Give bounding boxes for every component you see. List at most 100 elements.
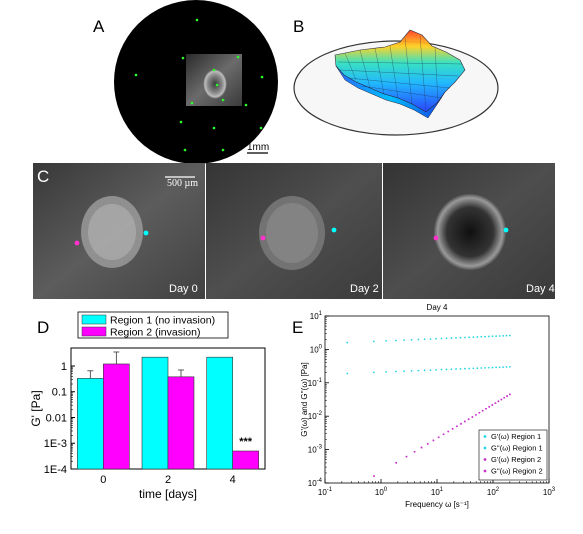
point-e-1 [403, 370, 406, 373]
point-e-1 [484, 366, 487, 369]
scale-label-c: 500 µm [167, 178, 199, 189]
point-e-1 [480, 367, 483, 369]
point-e-1 [468, 367, 471, 370]
panel-letter-a: A [93, 17, 105, 36]
x-tick-label-d-2: 4 [230, 474, 236, 486]
point-e-1 [410, 369, 413, 372]
electrode-dot-3 [212, 68, 216, 72]
point-e-3 [456, 425, 458, 428]
point-e-3 [426, 442, 429, 445]
point-e-0 [472, 336, 475, 339]
legend-label-d-0: Region 1 (no invasion) [110, 315, 215, 327]
point-e-3 [373, 475, 375, 478]
point-e-1 [445, 368, 448, 371]
panel-c [33, 163, 555, 299]
chart-e: Day 4 10-1 100 101 102 103 10-4 10-3 10-2 10-1 100… [300, 303, 556, 509]
point-e-0 [487, 335, 490, 338]
legend-label-e-3: G''(ω) Region 2 [491, 467, 543, 476]
point-e-0 [445, 337, 448, 340]
point-e-0 [459, 336, 462, 339]
electrode-dot-5 [260, 75, 264, 79]
point-e-0 [468, 336, 471, 339]
x-axis-label-e: Frequency ω [s⁻¹] [405, 500, 469, 509]
point-e-1 [502, 366, 505, 369]
point-e-3 [506, 395, 508, 397]
point-e-3 [494, 402, 497, 404]
surface-gridlines [337, 35, 463, 111]
bar-1-1 [167, 376, 195, 470]
panel-a [114, 0, 278, 164]
legend-label-e-2: G'(ω) Region 2 [491, 455, 541, 464]
panel-letter-d: D [37, 318, 50, 337]
point-e-0 [505, 334, 508, 337]
electrode-dot-2 [181, 56, 185, 60]
point-e-1 [440, 368, 443, 371]
legend-box-e [478, 429, 548, 481]
day-label-1: Day 2 [350, 283, 379, 295]
electrode-dot-13 [221, 148, 225, 152]
electrode-dot-11 [212, 126, 216, 130]
y-tick-label-e-2: 10-2 [308, 411, 323, 421]
point-e-0 [502, 334, 505, 337]
electrode-dots [134, 18, 264, 152]
point-e-3 [395, 461, 398, 464]
point-e-1 [472, 367, 475, 370]
point-e-3 [442, 433, 445, 436]
point-e-3 [488, 405, 491, 408]
point-e-0 [417, 338, 420, 341]
legend-marker-e-0 [483, 435, 487, 438]
point-e-0 [498, 335, 501, 337]
y-tick-label-d-3: 0.1 [52, 387, 67, 399]
point-e-3 [497, 400, 500, 403]
point-e-0 [484, 335, 487, 338]
chart-title-e: Day 4 [427, 303, 448, 312]
x-tick-label-e-2: 101 [431, 487, 444, 497]
point-e-0 [403, 339, 406, 342]
organoid-day4 [434, 194, 506, 270]
chart-d: 1E-4 1E-3 0.01 0.1 1 0 2 4 *** time [days] G' [Pa]… [29, 311, 266, 501]
legend-marker-e-1 [483, 446, 487, 450]
y-tick-label-d-2: 0.01 [46, 412, 67, 424]
y-tick-label-e-0: 10-4 [308, 478, 323, 488]
bar-0-0 [77, 378, 104, 470]
bar-1-0 [103, 363, 130, 470]
point-e-1 [417, 369, 420, 372]
point-e-3 [474, 413, 477, 416]
electrode-dot-12 [259, 126, 263, 130]
day-label-2: Day 4 [526, 283, 555, 295]
electrode-dot-1 [134, 73, 138, 77]
electrode-dot-8 [190, 101, 194, 105]
day-label-0: Day 0 [169, 283, 198, 295]
point-e-0 [435, 337, 438, 340]
y-tick-label-e-5: 101 [310, 311, 323, 321]
legend-label-d-1: Region 2 (invasion) [110, 327, 200, 339]
bar-1-2 [232, 450, 259, 470]
electrode-dot-4 [236, 55, 240, 59]
point-e-0 [508, 334, 511, 337]
y-tick-label-e-3: 10-1 [308, 378, 323, 388]
point-e-0 [372, 340, 375, 343]
point-e-0 [476, 336, 479, 338]
marker-cyan-day4 [503, 227, 509, 233]
point-e-1 [455, 368, 457, 370]
point-e-1 [498, 366, 501, 369]
panel-b [293, 29, 499, 136]
x-tick-label-e-0: 10-1 [318, 487, 333, 497]
point-e-0 [429, 338, 432, 340]
legend-label-e-0: G'(ω) Region 1 [491, 432, 541, 441]
y-tick-label-e-1: 10-3 [308, 445, 323, 455]
point-e-1 [423, 369, 426, 372]
point-e-0 [440, 337, 443, 340]
legend-marker-e-3 [483, 469, 487, 473]
point-e-0 [480, 335, 483, 338]
point-e-1 [435, 368, 438, 371]
legend-marker-e-2 [483, 458, 487, 461]
marker-magenta-day2 [260, 235, 266, 241]
y-tick-label-d-1: 1E-3 [44, 438, 67, 450]
point-e-1 [495, 366, 498, 369]
electrode-dot-10 [179, 120, 183, 124]
y-tick-label-d-4: 1 [61, 361, 67, 373]
point-e-3 [437, 436, 440, 439]
marker-cyan-day0 [143, 230, 149, 236]
point-e-0 [385, 339, 388, 342]
